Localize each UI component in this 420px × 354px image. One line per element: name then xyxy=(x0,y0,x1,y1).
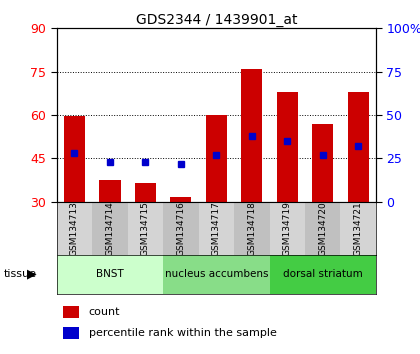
Text: GSM134715: GSM134715 xyxy=(141,201,150,256)
Text: tissue: tissue xyxy=(4,269,37,279)
Bar xyxy=(163,255,270,294)
Text: percentile rank within the sample: percentile rank within the sample xyxy=(89,328,276,338)
Bar xyxy=(234,202,270,255)
Text: GSM134716: GSM134716 xyxy=(176,201,185,256)
Bar xyxy=(128,202,163,255)
Title: GDS2344 / 1439901_at: GDS2344 / 1439901_at xyxy=(136,13,297,27)
Bar xyxy=(270,255,376,294)
Text: dorsal striatum: dorsal striatum xyxy=(283,269,362,279)
Text: ▶: ▶ xyxy=(27,268,37,281)
Text: count: count xyxy=(89,307,120,317)
Text: GSM134717: GSM134717 xyxy=(212,201,221,256)
Bar xyxy=(312,124,333,202)
Bar xyxy=(305,202,341,255)
Text: GSM134719: GSM134719 xyxy=(283,201,292,256)
Bar xyxy=(63,327,79,339)
Bar xyxy=(135,183,156,202)
Bar xyxy=(170,198,192,202)
Bar xyxy=(277,92,298,202)
Bar xyxy=(341,202,376,255)
Bar xyxy=(206,115,227,202)
Bar xyxy=(241,69,262,202)
Text: GSM134718: GSM134718 xyxy=(247,201,256,256)
Bar xyxy=(163,202,199,255)
Bar xyxy=(199,202,234,255)
Text: GSM134720: GSM134720 xyxy=(318,201,327,256)
Text: GSM134714: GSM134714 xyxy=(105,201,114,256)
Text: GSM134713: GSM134713 xyxy=(70,201,79,256)
Bar xyxy=(57,255,163,294)
Text: BNST: BNST xyxy=(96,269,124,279)
Bar xyxy=(270,202,305,255)
Bar xyxy=(63,306,79,318)
Bar xyxy=(92,202,128,255)
Bar xyxy=(347,92,369,202)
Bar xyxy=(57,202,92,255)
Text: nucleus accumbens: nucleus accumbens xyxy=(165,269,268,279)
Text: GSM134721: GSM134721 xyxy=(354,201,362,256)
Bar xyxy=(64,116,85,202)
Bar xyxy=(99,180,121,202)
